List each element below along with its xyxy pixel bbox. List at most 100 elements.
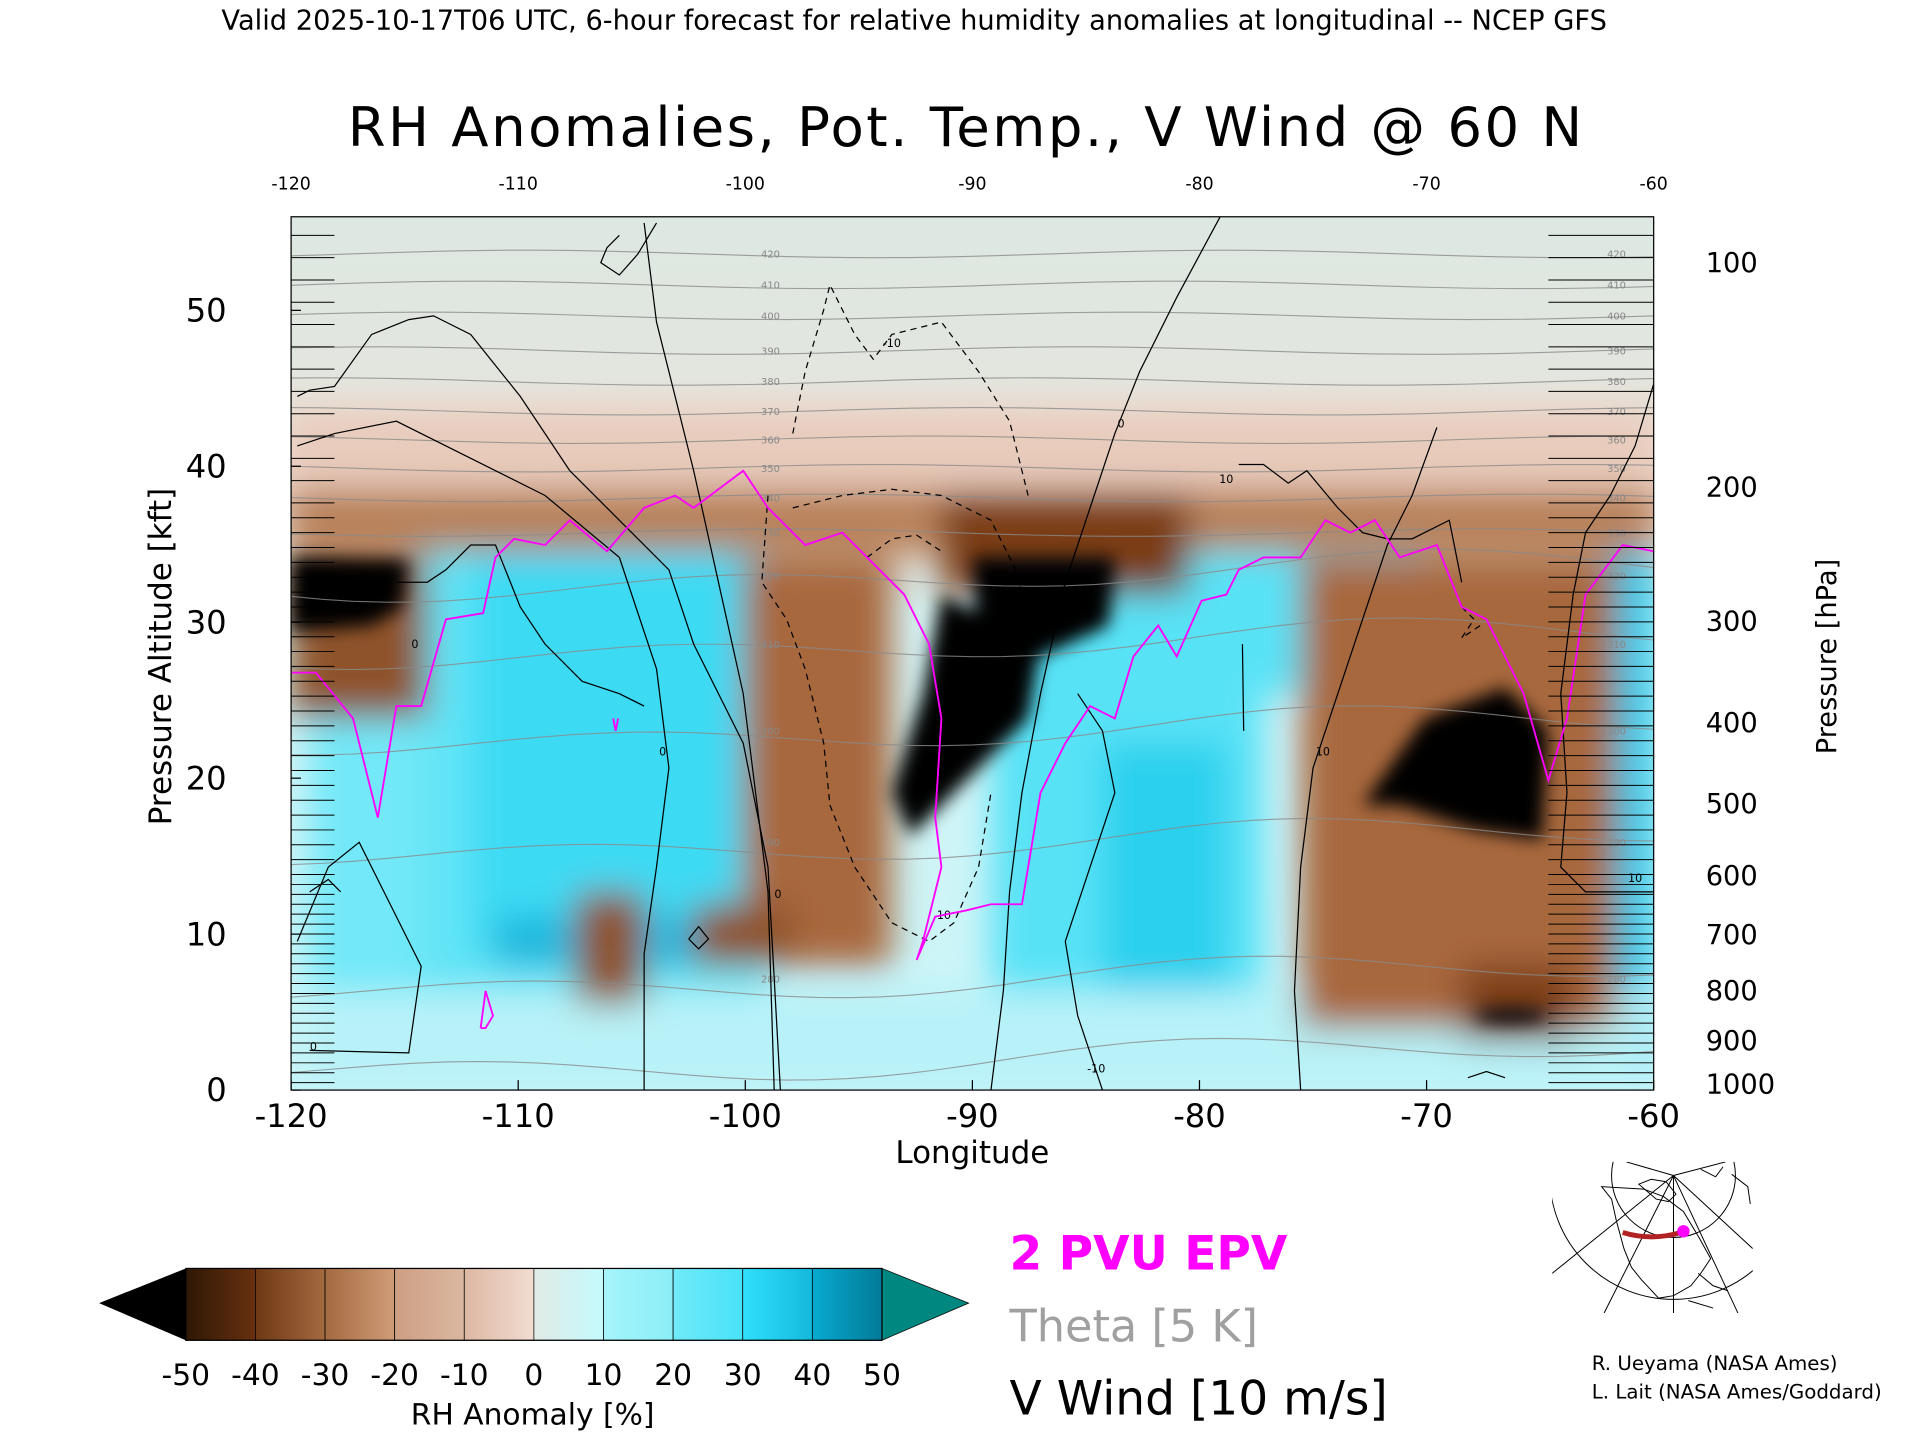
- x-tick-label: -100: [709, 1097, 782, 1135]
- chart-title: RH Anomalies, Pot. Temp., V Wind @ 60 N: [348, 95, 1585, 159]
- theta-contour-line: [291, 280, 1654, 290]
- colorbar-segment: [742, 1268, 813, 1341]
- v-wind-contour-positive: [1064, 693, 1116, 1091]
- plot-frame: [290, 216, 1655, 1091]
- pressure-tick-label: 400: [1706, 708, 1758, 739]
- theta-contour-label: 420: [761, 250, 780, 261]
- v-wind-contour-negative: [761, 495, 992, 943]
- colorbar-segment: [185, 1268, 256, 1341]
- v-wind-contour-positive: [1560, 383, 1654, 893]
- theta-contour-label: 340: [1607, 494, 1626, 505]
- pressure-tick-label: 700: [1706, 920, 1758, 951]
- y-tick-label: 10: [186, 915, 227, 953]
- top-x-tick-label: -100: [726, 175, 765, 195]
- rh-anomaly-region: [576, 891, 645, 1004]
- legend-epv: 2 PVU EPV: [1010, 1227, 1288, 1282]
- colorbar-tick-label: 20: [654, 1358, 692, 1393]
- theta-contour-label: 400: [1607, 312, 1626, 323]
- rh-anomaly-region: [1102, 743, 1227, 991]
- x-tick-label: -110: [482, 1097, 555, 1135]
- theta-contour-line: [291, 377, 1654, 386]
- theta-contour-line: [291, 817, 1654, 866]
- colorbar-tick-label: -10: [440, 1358, 489, 1393]
- inset-marker: [1677, 1225, 1690, 1238]
- colorbar-under-arrow: [99, 1268, 186, 1341]
- v-wind-contour-label: 0: [1117, 417, 1124, 430]
- y-tick-label: 40: [186, 447, 227, 485]
- v-wind-contour-positive: [1293, 427, 1438, 1091]
- epv-2pvu-contour: [291, 469, 1654, 961]
- theta-contour-label: 290: [1607, 838, 1626, 849]
- theta-contour-line: [291, 617, 1654, 671]
- colorbar-frame: [185, 1267, 883, 1341]
- x-tick-label: -90: [946, 1097, 999, 1135]
- v-wind-contour-positive: [297, 420, 670, 1091]
- y-tick-label: 30: [186, 603, 227, 641]
- colorbar-segment: [533, 1268, 604, 1341]
- colorbar-tick-label: -30: [301, 1358, 350, 1393]
- theta-contour-line: [291, 528, 1654, 537]
- top-x-tick-label: -60: [1640, 175, 1668, 195]
- theta-contour-line: [291, 955, 1654, 999]
- colorbar-segment: [324, 1268, 396, 1341]
- theta-contour-label: 320: [761, 572, 780, 583]
- v-wind-contour-negative: [866, 534, 942, 558]
- epv-2pvu-contour: [612, 718, 620, 732]
- legend-theta: Theta [5 K]: [1009, 1301, 1258, 1353]
- top-x-tick-label: -70: [1412, 175, 1440, 195]
- x-axis-label: Longitude: [895, 1135, 1049, 1171]
- y-tick-label: 0: [206, 1071, 226, 1109]
- colorbar-segment: [603, 1268, 674, 1341]
- credit-line-1: R. Ueyama (NASA Ames): [1592, 1352, 1838, 1375]
- colorbar-segment: [255, 1268, 326, 1341]
- colorbar-tick-label: -20: [370, 1358, 419, 1393]
- theta-contour-label: 400: [761, 312, 780, 323]
- theta-contour-label: 370: [761, 407, 780, 418]
- theta-contour-label: 370: [1607, 407, 1626, 418]
- pressure-tick-label: 1000: [1706, 1070, 1775, 1101]
- v-wind-contour-label: 0: [310, 1040, 317, 1053]
- v-wind-contour-positive: [1238, 463, 1463, 583]
- colorbar-tick-label: 30: [724, 1358, 762, 1393]
- theta-contour-label: 330: [1607, 528, 1626, 539]
- theta-contour-line: [291, 435, 1654, 445]
- rh-anomaly-region: [291, 414, 1654, 484]
- theta-contour-label: 380: [761, 377, 780, 388]
- colorbar-segment: [672, 1268, 744, 1341]
- inset-map: [1552, 1161, 1753, 1314]
- figure-subtitle: Valid 2025-10-17T06 UTC, 6-hour forecast…: [221, 6, 1606, 37]
- theta-contour-label: 420: [1607, 250, 1626, 261]
- theta-contour-line: [291, 406, 1654, 416]
- theta-contour-line: [291, 705, 1654, 756]
- rh-anomaly-dry-core: [1474, 1008, 1549, 1024]
- v-wind-contour-label: 0: [411, 638, 418, 651]
- theta-contour-label: 410: [761, 281, 780, 292]
- v-wind-contour-positive: [1241, 644, 1245, 731]
- pressure-tick-label: 300: [1706, 607, 1758, 638]
- theta-contour-line: [291, 548, 1654, 603]
- theta-contour-label: 360: [1607, 435, 1626, 446]
- pressure-level-ticks: [291, 234, 1654, 1084]
- theta-contour-line: [291, 493, 1654, 503]
- pressure-tick-label: 200: [1706, 472, 1758, 503]
- colorbar-tick-label: -50: [162, 1358, 211, 1393]
- rh-anomaly-region: [470, 545, 744, 954]
- colorbar-tick-label: 0: [524, 1358, 543, 1393]
- v-wind-contour-positive: [1467, 1070, 1506, 1079]
- colorbar: -50 -40 -30 -20 -10 0 10 20 30 40 50: [99, 1267, 970, 1393]
- theta-contour-label: 360: [761, 435, 780, 446]
- y-tick-label: 50: [186, 291, 227, 329]
- legend-vwind: V Wind [10 m/s]: [1010, 1372, 1388, 1427]
- v-wind-contour-positive: [396, 544, 645, 707]
- x-tick-label: -60: [1627, 1097, 1680, 1135]
- top-x-tick-label: -120: [271, 175, 310, 195]
- theta-contour-label: 310: [1607, 640, 1626, 651]
- colorbar-segment: [811, 1268, 883, 1341]
- theta-contour-label: 350: [1607, 464, 1626, 475]
- colorbar-tick-label: 50: [863, 1358, 901, 1393]
- pressure-tick-label: 500: [1706, 789, 1758, 820]
- theta-contour-label: 330: [761, 528, 780, 539]
- theta-contour-label: 340: [761, 494, 780, 505]
